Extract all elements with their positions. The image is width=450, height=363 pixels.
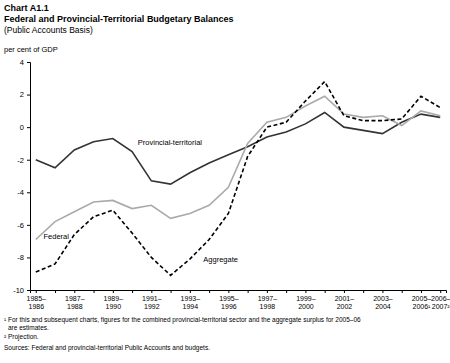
y-tick: -8 — [17, 253, 30, 262]
x-tick: 1987–1988 — [65, 290, 85, 310]
y-axis-title: per cent of GDP — [4, 45, 58, 54]
x-axis: 1985–1986 1987–1988 1989–1990 1991–1992 1993… — [27, 290, 450, 310]
series-label: Federal — [43, 232, 69, 241]
x-tick: 1999–2000 — [296, 290, 316, 310]
tick-mark — [27, 257, 30, 258]
chart: Chart A1.1Federal and Provincial-Territo… — [0, 0, 450, 363]
tick-label: 2006–2007² — [431, 295, 450, 310]
x-tick: 1995–1996 — [219, 290, 239, 310]
tick-mark — [325, 290, 326, 293]
tick-label: 1993–1994 — [181, 295, 201, 310]
tick-label: 1997–1998 — [258, 295, 278, 310]
tick-label: -2 — [17, 156, 24, 165]
x-tick: 2003–2004 — [373, 290, 393, 310]
x-tick: 1989–1990 — [104, 290, 124, 310]
x-tick — [171, 290, 172, 293]
x-tick: 2006–2007² — [431, 290, 450, 310]
tick-mark — [421, 290, 422, 293]
tick-label: 4 — [20, 58, 24, 67]
tick-label: 2003–2004 — [373, 295, 393, 310]
tick-mark — [27, 290, 30, 291]
tick-mark — [27, 160, 30, 161]
tick-mark — [171, 290, 172, 293]
x-tick: 1993–1994 — [181, 290, 201, 310]
tick-label: 1999–2000 — [296, 295, 316, 310]
tick-mark — [248, 290, 249, 293]
tick-mark — [27, 95, 30, 96]
x-tick: 1985–1986 — [27, 290, 47, 310]
tick-label: -6 — [17, 221, 24, 230]
x-tick — [248, 290, 249, 293]
tick-label: 1987–1988 — [65, 295, 85, 310]
tick-label: 2005–2006¹ — [412, 295, 432, 310]
subtitle: (Public Accounts Basis) — [4, 25, 93, 35]
tick-mark — [228, 290, 229, 293]
x-tick — [325, 290, 326, 293]
tick-mark — [305, 290, 306, 293]
title: Federal and Provincial-Territorial Budge… — [4, 14, 233, 24]
tick-mark — [344, 290, 345, 293]
y-axis: -10 -8 -6 -4 -2 0 2 4 — [13, 58, 30, 295]
y-tick: -2 — [17, 156, 30, 165]
chart-label: Chart A1.1 — [4, 3, 49, 13]
tick-label: -4 — [17, 188, 24, 197]
tick-mark — [36, 290, 37, 293]
tick-mark — [402, 290, 403, 293]
x-tick: 1997–1998 — [258, 290, 278, 310]
tick-mark — [27, 192, 30, 193]
y-tick: 0 — [20, 123, 30, 132]
tick-label: 1989–1990 — [104, 295, 124, 310]
footnote: ¹ For this and subsequent charts, figure… — [4, 316, 361, 331]
x-tick: 2005–2006¹ — [412, 290, 432, 310]
series-label: Provincial-territorial — [138, 138, 203, 147]
x-tick — [286, 290, 287, 293]
axis-line — [27, 63, 31, 291]
tick-label: -8 — [17, 253, 24, 262]
x-tick — [94, 290, 95, 293]
y-tick: -4 — [17, 188, 30, 197]
lines — [36, 82, 440, 276]
x-tick: 1991–1992 — [142, 290, 162, 310]
tick-label: 2001–2002 — [335, 295, 355, 310]
y-tick: 4 — [20, 58, 30, 67]
tick-label: 1985–1986 — [27, 295, 47, 310]
tick-mark — [190, 290, 191, 293]
series-line — [36, 82, 440, 276]
footnote: ² Projection. — [4, 333, 39, 341]
tick-label: 2 — [20, 90, 24, 99]
tick-mark — [209, 290, 210, 293]
tick-mark — [27, 225, 30, 226]
tick-mark — [132, 290, 133, 293]
source: Sources: Federal and provincial-territor… — [4, 344, 210, 352]
y-tick: -6 — [17, 221, 30, 230]
x-tick — [363, 290, 364, 293]
tick-label: -10 — [13, 286, 24, 295]
tick-mark — [27, 62, 30, 63]
tick-mark — [286, 290, 287, 293]
tick-mark — [151, 290, 152, 293]
tick-label: 0 — [20, 123, 24, 132]
x-tick — [209, 290, 210, 293]
tick-mark — [113, 290, 114, 293]
tick-mark — [27, 127, 30, 128]
x-tick — [132, 290, 133, 293]
tick-mark — [94, 290, 95, 293]
tick-mark — [55, 290, 56, 293]
axis-line — [31, 291, 447, 294]
y-tick: 2 — [20, 90, 30, 99]
x-tick: 2001–2002 — [335, 290, 355, 310]
series-line — [36, 96, 440, 239]
x-tick — [402, 290, 403, 293]
tick-mark — [267, 290, 268, 293]
tick-label: 1995–1996 — [219, 295, 239, 310]
x-tick — [55, 290, 56, 293]
tick-label: 1991–1992 — [142, 295, 162, 310]
tick-mark — [74, 290, 75, 293]
tick-mark — [363, 290, 364, 293]
y-tick: -10 — [13, 286, 30, 295]
tick-mark — [440, 290, 441, 293]
tick-mark — [382, 290, 383, 293]
series-line — [36, 112, 440, 184]
series-label: Aggregate — [203, 255, 238, 264]
